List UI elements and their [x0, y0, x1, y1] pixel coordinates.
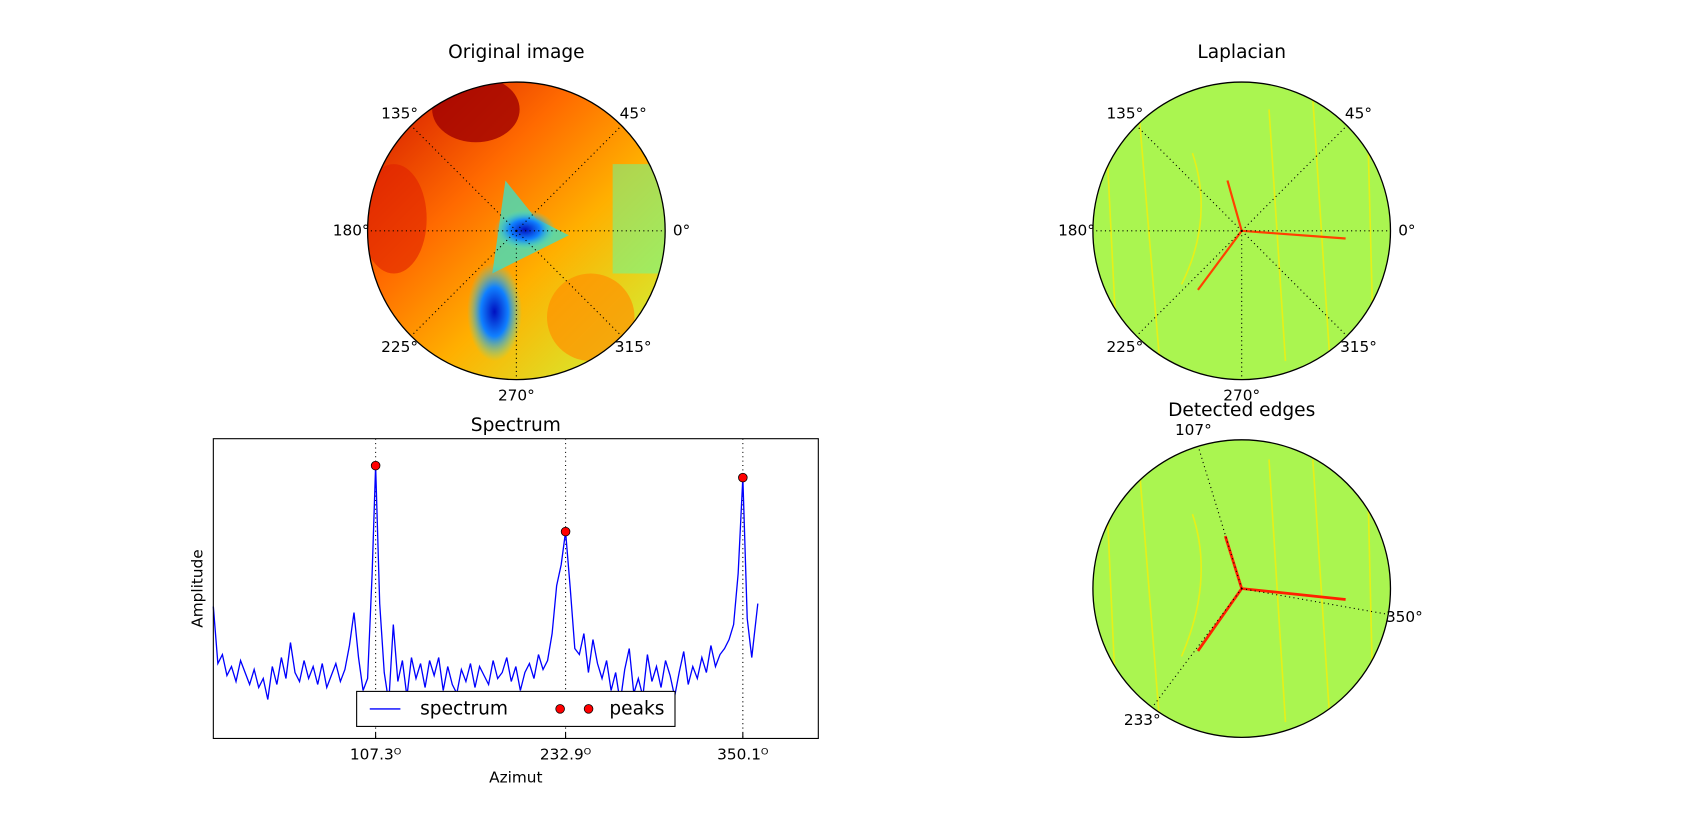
- axes-frame: [212, 438, 819, 739]
- plot-area: Original image 0° 45° 135° 180° 225° 270° 315° L…: [189, 42, 1423, 786]
- legend-marker: [555, 704, 565, 714]
- theta-tick-label: 350°: [1386, 608, 1423, 626]
- grid-line: [1136, 230, 1243, 337]
- spectrum-line: [212, 465, 759, 703]
- theta-tick-label: 225°: [1106, 338, 1143, 356]
- theta-tick-label: 270°: [1223, 387, 1260, 405]
- theta-tick-label: 45°: [620, 105, 647, 123]
- theta-tick-label: 180°: [333, 221, 370, 239]
- polar-frame: [1092, 81, 1392, 381]
- x-tick-label: 350.1ᴼ: [717, 745, 769, 763]
- theta-tick-label: 135°: [1106, 105, 1143, 123]
- polar-frame: [366, 81, 666, 381]
- chart-title: Laplacian: [1197, 42, 1286, 63]
- theta-tick-label: 107°: [1175, 421, 1212, 439]
- theta-tick-label: 0°: [673, 221, 690, 239]
- legend-marker: [583, 704, 594, 714]
- grid-line: [1241, 588, 1389, 615]
- theta-tick-label: 45°: [1345, 105, 1372, 123]
- theta-tick-label: 0°: [1398, 221, 1415, 239]
- peak-marker: [370, 460, 381, 471]
- theta-tick-label: 315°: [1340, 338, 1377, 356]
- legend-label: spectrum: [420, 698, 508, 719]
- legend-box: [356, 690, 676, 727]
- theta-tick-label: 135°: [381, 105, 418, 123]
- grid-line: [410, 230, 517, 337]
- polar-frame: [1092, 439, 1392, 739]
- y-axis-label: Amplitude: [189, 549, 207, 627]
- grid-line: [1241, 230, 1348, 337]
- theta-tick-label: 270°: [498, 387, 535, 405]
- peak-marker: [738, 472, 748, 483]
- grid-line: [515, 230, 622, 337]
- theta-tick-label: 233°: [1124, 711, 1161, 729]
- theta-tick-label: 225°: [381, 338, 418, 356]
- chart-title: Spectrum: [471, 415, 561, 436]
- legend-label: peaks: [609, 698, 664, 719]
- theta-tick-label: 315°: [615, 338, 652, 356]
- chart-title: Original image: [448, 42, 584, 63]
- theta-tick-label: 180°: [1058, 221, 1095, 239]
- peak-marker: [560, 526, 571, 537]
- chart-title: Detected edges: [1168, 400, 1315, 421]
- x-axis-label: Azimut: [489, 768, 542, 786]
- x-tick-label: 107.3ᴼ: [350, 745, 402, 763]
- grid-line: [410, 125, 517, 232]
- x-tick-label: 232.9ᴼ: [540, 745, 592, 763]
